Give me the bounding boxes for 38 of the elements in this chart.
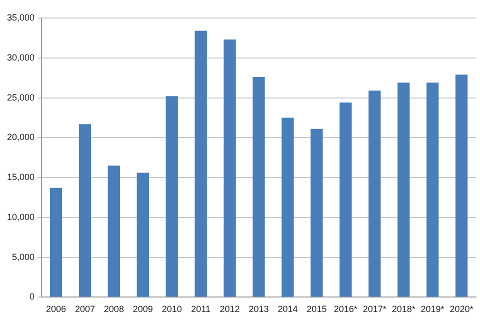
x-tick-label: 2012: [220, 304, 240, 314]
x-tick-label: 2015: [306, 304, 327, 314]
x-tick-label: 2020*: [450, 304, 474, 314]
bar: [426, 82, 439, 297]
bar: [310, 128, 323, 297]
bar: [340, 102, 352, 297]
bar: [108, 166, 120, 297]
x-tick-label: 2017*: [362, 304, 387, 314]
bar: [398, 82, 410, 297]
x-tick-label: 2013: [248, 304, 269, 314]
bar: [252, 77, 265, 297]
y-tick-label: 25,000: [6, 92, 35, 102]
x-tick-label: 2011: [191, 304, 211, 314]
y-tick-label: 35,000: [6, 12, 35, 22]
x-tick-label: 2016*: [334, 304, 358, 314]
x-tick-label: 2014: [278, 304, 298, 314]
y-tick-label: 5,000: [12, 252, 35, 262]
x-tick-label: 2009: [132, 304, 153, 314]
x-tick-label: 2010: [162, 304, 182, 314]
y-tick-label: 30,000: [6, 52, 35, 62]
bar: [194, 30, 207, 297]
bar: [78, 124, 92, 297]
bar: [455, 74, 468, 297]
x-tick-label: 2006: [46, 304, 66, 314]
bar: [282, 118, 294, 297]
bar: [136, 172, 149, 297]
y-tick-label: 20,000: [6, 132, 35, 142]
x-tick-label: 2007: [74, 304, 95, 314]
x-tick-label: 2019*: [420, 304, 445, 314]
bar: [166, 96, 178, 297]
y-tick-label: 15,000: [6, 172, 35, 182]
y-tick-label: 10,000: [6, 212, 35, 222]
x-tick-label: 2018*: [392, 304, 416, 314]
bar: [224, 40, 236, 297]
y-tick-label: 0: [30, 292, 35, 302]
x-tick-label: 2008: [104, 304, 124, 314]
bar: [50, 188, 62, 297]
bar: [368, 90, 381, 297]
